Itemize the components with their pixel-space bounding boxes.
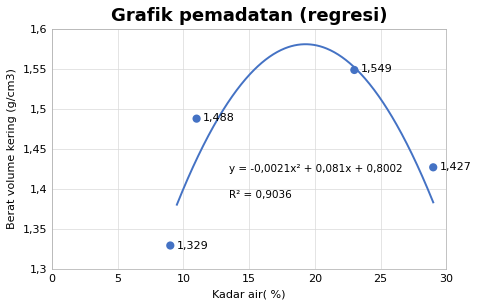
X-axis label: Kadar air( %): Kadar air( %) [212, 289, 286, 299]
Y-axis label: Berat volume kering (g/cm3): Berat volume kering (g/cm3) [7, 69, 17, 230]
Point [351, 68, 358, 73]
Text: 1,329: 1,329 [177, 241, 209, 251]
Text: y = -0,0021x² + 0,081x + 0,8002: y = -0,0021x² + 0,081x + 0,8002 [229, 165, 403, 174]
Text: R² = 0,9036: R² = 0,9036 [229, 190, 292, 200]
Point [193, 116, 200, 121]
Text: 1,549: 1,549 [361, 64, 393, 74]
Text: 1,488: 1,488 [203, 113, 235, 123]
Title: Grafik pemadatan (regresi): Grafik pemadatan (regresi) [111, 7, 388, 25]
Point [429, 165, 437, 170]
Point [167, 243, 174, 248]
Text: 1,427: 1,427 [440, 162, 472, 171]
